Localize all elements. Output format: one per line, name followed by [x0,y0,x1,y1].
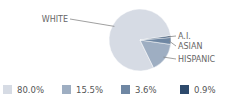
leader-line [163,57,176,59]
legend-swatch [62,85,71,94]
pie-slice [109,9,171,71]
chart: WHITE HISPANIC ASIANA.I. 80.0% 15.5% 3.6% 0.9% [0,0,240,100]
legend-label: 0.9% [194,85,216,95]
legend-swatch [180,85,189,94]
leader-line [70,19,114,26]
legend-label: 80.0% [17,85,44,95]
pie-slice [140,40,171,68]
pie-slice [140,36,171,40]
slice-label: WHITE [42,15,68,24]
legend-label: 3.6% [135,85,157,95]
slice-label: HISPANIC [178,55,216,64]
legend: 80.0% 15.5% 3.6% 0.9% [3,85,216,95]
slice-label: ASIAN [178,42,202,51]
slice-label: A.I. [178,32,191,41]
leader-line [169,41,176,46]
legend-label: 15.5% [76,85,103,95]
legend-swatch [3,85,12,94]
pie [109,9,171,71]
leader-line [169,36,176,38]
legend-swatch [121,85,130,94]
